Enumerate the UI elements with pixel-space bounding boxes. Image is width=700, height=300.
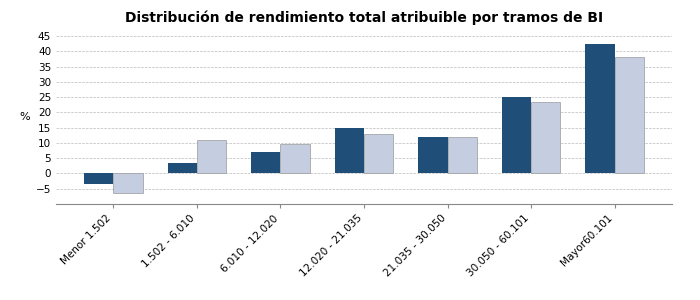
Bar [84, 173, 113, 184]
Bar [585, 44, 615, 173]
Bar [113, 173, 143, 193]
Bar [335, 128, 364, 173]
Bar [502, 97, 531, 173]
Bar [167, 163, 197, 173]
Bar [197, 140, 226, 173]
Bar [531, 102, 561, 173]
Bar [364, 134, 393, 173]
Title: Distribución de rendimiento total atribuible por tramos de BI: Distribución de rendimiento total atribu… [125, 10, 603, 25]
Bar [281, 145, 309, 173]
Bar [615, 58, 644, 173]
Bar [419, 137, 447, 173]
Bar [447, 137, 477, 173]
Bar [251, 152, 281, 173]
Y-axis label: %: % [20, 112, 30, 122]
